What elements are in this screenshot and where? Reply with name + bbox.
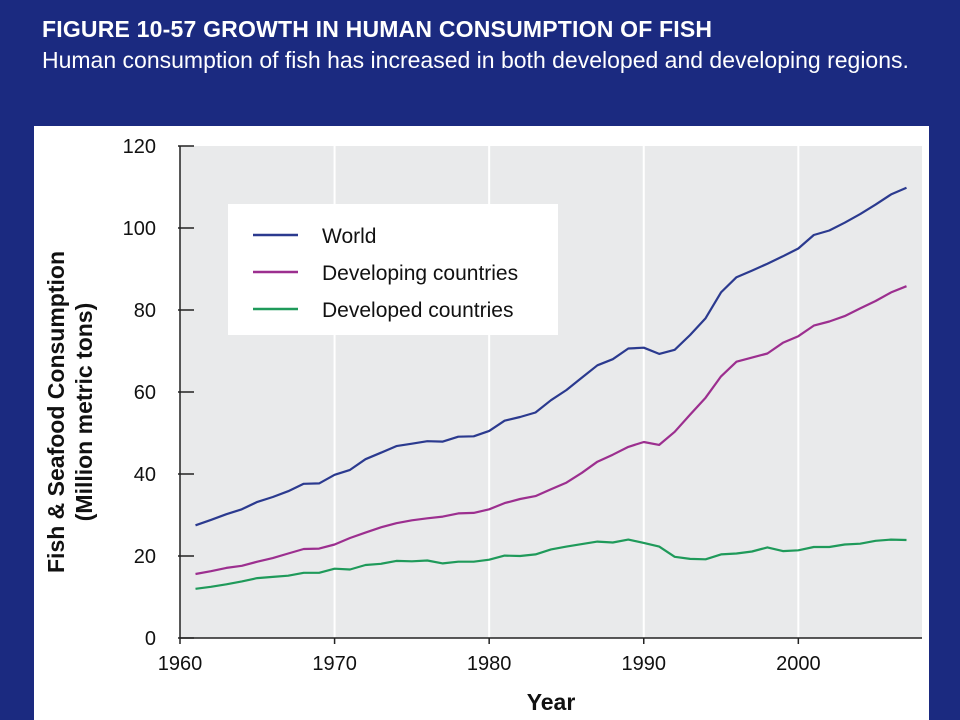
x-tick-label-1990: 1990 — [622, 653, 667, 675]
x-tick-label-1960: 1960 — [158, 653, 203, 675]
x-tick-label-2000: 2000 — [776, 653, 821, 675]
y-axis-title-line2: (Million metric tons) — [71, 303, 97, 522]
series-line-world — [195, 186, 907, 527]
y-tick-label-120: 120 — [123, 136, 156, 158]
y-tick-label-40: 40 — [134, 464, 156, 486]
figure-heading: FIGURE 10-57 GROWTH IN HUMAN CONSUMPTION… — [42, 16, 713, 42]
y-tick-label-100: 100 — [123, 218, 156, 240]
y-axis-title-line1: Fish & Seafood Consumption — [43, 251, 69, 573]
y-tick-label-80: 80 — [134, 300, 156, 322]
axes: 0 20 40 60 80 100 120 1960 1970 1980 1990 2000 — [123, 136, 922, 675]
chart-panel: 0 20 40 60 80 100 120 1960 1970 1980 1990 2000 Worl… — [34, 126, 929, 720]
line-chart: 0 20 40 60 80 100 120 1960 1970 1980 1990 2000 Worl… — [43, 136, 922, 715]
legend-label-developing-countries: Developing countries — [322, 262, 518, 285]
series-line-developing-countries — [195, 285, 907, 576]
legend: World Developing countries Developed count… — [228, 204, 558, 335]
legend-label-developed-countries: Developed countries — [322, 299, 513, 322]
y-tick-label-60: 60 — [134, 382, 156, 404]
x-tick-label-1970: 1970 — [312, 653, 357, 675]
figure-caption: Human consumption of fish has increased … — [42, 47, 909, 73]
series-line-developed-countries — [195, 538, 907, 590]
x-axis-title: Year — [527, 689, 576, 715]
legend-label-world: World — [322, 225, 376, 248]
y-tick-label-0: 0 — [145, 628, 156, 650]
x-tick-label-1980: 1980 — [467, 653, 512, 675]
legend-box — [228, 204, 558, 335]
series-lines — [195, 186, 907, 590]
axis-titles: Year Fish & Seafood Consumption (Million m… — [43, 251, 575, 715]
slide-title: FIGURE 10-57 GROWTH IN HUMAN CONSUMPTION… — [42, 14, 942, 76]
y-tick-label-20: 20 — [134, 546, 156, 568]
